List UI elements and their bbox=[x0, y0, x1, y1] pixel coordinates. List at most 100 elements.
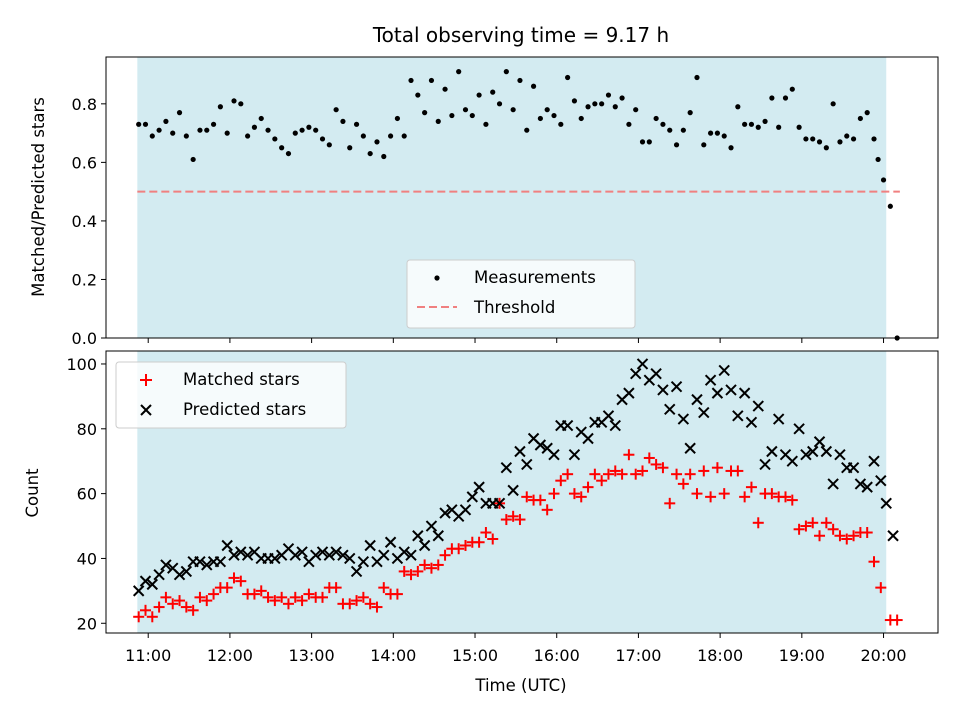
measurement-point bbox=[687, 110, 693, 116]
measurement-point bbox=[265, 127, 271, 133]
y-tick-label: 20 bbox=[77, 614, 97, 633]
matched-star-point bbox=[657, 462, 669, 474]
matched-star-point bbox=[562, 468, 574, 480]
measurement-point bbox=[769, 95, 775, 101]
measurement-point bbox=[558, 121, 564, 127]
measurement-point bbox=[887, 203, 893, 209]
predicted-star-point bbox=[330, 546, 342, 558]
predicted-star-point bbox=[847, 461, 860, 474]
matched-star-point bbox=[575, 491, 587, 503]
bottom-legend-box bbox=[115, 361, 347, 429]
measurement-point bbox=[714, 130, 721, 136]
predicted-star-point bbox=[439, 507, 451, 519]
measurement-point bbox=[796, 124, 802, 130]
legend-label-predicted: Predicted stars bbox=[183, 400, 306, 419]
matched-stars-points bbox=[133, 449, 903, 626]
matched-star-point bbox=[541, 504, 553, 516]
predicted-star-point bbox=[745, 416, 758, 429]
measurement-point bbox=[871, 136, 877, 142]
measurement-point bbox=[524, 127, 530, 133]
matched-star-point bbox=[891, 614, 903, 626]
measurement-point bbox=[245, 133, 251, 139]
measurement-point bbox=[483, 121, 489, 127]
measurement-point bbox=[319, 136, 326, 142]
predicted-star-point bbox=[609, 419, 621, 432]
matched-star-point bbox=[779, 491, 791, 503]
matched-star-point bbox=[248, 588, 260, 600]
matched-star-point bbox=[371, 601, 383, 613]
predicted-star-point bbox=[561, 419, 574, 432]
predicted-star-point bbox=[820, 445, 833, 458]
ratio-panel: 0.00.20.40.60.8 Matched/Predicted stars … bbox=[29, 56, 939, 348]
predicted-star-point bbox=[269, 552, 281, 565]
measurement-point bbox=[292, 130, 298, 136]
predicted-star-point bbox=[875, 474, 887, 487]
predicted-star-point bbox=[132, 585, 145, 597]
legend-label-threshold: Threshold bbox=[473, 298, 555, 317]
predicted-star-point bbox=[880, 497, 892, 510]
measurement-point bbox=[776, 124, 782, 130]
matched-star-point bbox=[814, 530, 826, 542]
predicted-star-point bbox=[153, 568, 165, 581]
measurement-point bbox=[789, 86, 795, 92]
measurement-point bbox=[224, 130, 230, 136]
predicted-star-point bbox=[772, 413, 785, 425]
matched-star-point bbox=[201, 595, 213, 607]
predicted-star-point bbox=[629, 367, 642, 380]
bottom-axes-frame bbox=[105, 350, 939, 634]
matched-star-point bbox=[548, 488, 560, 500]
measurement-point bbox=[374, 139, 380, 145]
y-tick-label: 0.2 bbox=[72, 270, 97, 289]
measurement-point bbox=[462, 107, 469, 113]
measurement-point bbox=[694, 74, 700, 81]
measurement-point bbox=[517, 77, 523, 84]
measurement-point bbox=[537, 115, 543, 122]
measurement-point bbox=[449, 112, 455, 119]
legend-marker-predicted bbox=[140, 404, 152, 416]
matched-star-point bbox=[507, 510, 519, 522]
measurement-point bbox=[435, 118, 441, 124]
predicted-star-point bbox=[412, 530, 424, 542]
x-tick-label: 19:00 bbox=[779, 646, 825, 665]
measurement-point bbox=[156, 127, 162, 133]
measurement-point bbox=[387, 133, 394, 139]
predicted-star-point bbox=[418, 539, 431, 552]
matched-star-point bbox=[623, 449, 635, 461]
x-tick-label: 11:00 bbox=[125, 646, 171, 665]
x-tick-label: 20:00 bbox=[860, 646, 906, 665]
measurement-point bbox=[646, 139, 652, 145]
bottom-y-axis-ticks: 20 40 60 80 100 bbox=[66, 355, 106, 633]
predicted-star-point bbox=[664, 403, 676, 416]
measurement-point bbox=[401, 133, 407, 139]
matched-star-point bbox=[534, 494, 546, 506]
measurement-point bbox=[551, 112, 557, 119]
measurement-point bbox=[857, 115, 863, 122]
measurement-point bbox=[503, 69, 509, 75]
matched-star-point bbox=[378, 582, 390, 594]
predicted-star-point bbox=[398, 546, 410, 558]
measurement-point bbox=[612, 104, 618, 110]
y-tick-label: 80 bbox=[77, 420, 97, 439]
measurement-point bbox=[183, 133, 189, 139]
predicted-star-point bbox=[568, 449, 581, 461]
matched-star-point bbox=[228, 572, 240, 584]
predicted-star-point bbox=[887, 530, 899, 542]
matched-star-point bbox=[752, 517, 764, 529]
predicted-star-point bbox=[718, 364, 730, 377]
predicted-star-point bbox=[201, 559, 213, 571]
x-tick-label: 13:00 bbox=[289, 646, 335, 665]
predicted-star-point bbox=[139, 575, 152, 587]
measurement-point bbox=[673, 142, 680, 148]
matched-star-point bbox=[174, 595, 186, 607]
measurement-point bbox=[803, 136, 809, 142]
predicted-star-point bbox=[691, 393, 703, 406]
measurement-point bbox=[490, 89, 496, 95]
matched-star-point bbox=[555, 475, 567, 487]
predicted-star-point bbox=[146, 578, 159, 591]
matched-star-point bbox=[711, 462, 723, 474]
predicted-star-point bbox=[582, 432, 594, 445]
measurement-point bbox=[469, 112, 475, 119]
predicted-star-point bbox=[521, 458, 533, 471]
matched-star-point bbox=[398, 565, 410, 577]
